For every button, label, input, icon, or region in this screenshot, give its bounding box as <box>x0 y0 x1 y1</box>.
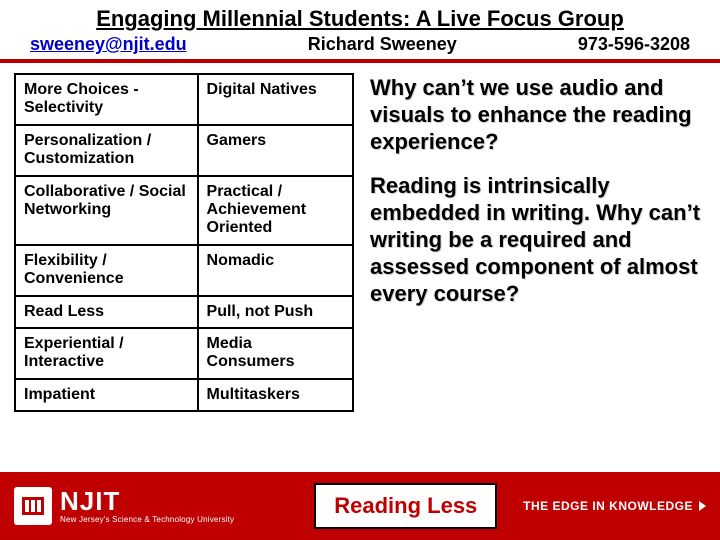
trait-cell: Nomadic <box>198 245 353 296</box>
trait-cell: Read Less <box>15 296 198 328</box>
njit-tagline: New Jersey's Science & Technology Univer… <box>60 516 234 524</box>
presenter-name: Richard Sweeney <box>308 34 457 55</box>
trait-cell: More Choices - Selectivity <box>15 74 198 125</box>
content-area: More Choices - SelectivityDigital Native… <box>0 63 720 472</box>
question-1: Why can’t we use audio and visuals to en… <box>370 75 706 155</box>
table-row: More Choices - SelectivityDigital Native… <box>15 74 353 125</box>
trait-cell: Impatient <box>15 379 198 411</box>
question-2: Reading is intrinsically embedded in wri… <box>370 173 706 307</box>
njit-mark-icon <box>14 487 52 525</box>
table-row: Personalization / CustomizationGamers <box>15 125 353 176</box>
traits-table-container: More Choices - SelectivityDigital Native… <box>14 73 354 466</box>
header: Engaging Millennial Students: A Live Foc… <box>0 0 720 63</box>
trait-cell: Personalization / Customization <box>15 125 198 176</box>
email-link[interactable]: sweeney@njit.edu <box>30 34 187 55</box>
callout-box: Reading Less <box>314 483 497 529</box>
questions-pane: Why can’t we use audio and visuals to en… <box>370 73 706 466</box>
trait-cell: Flexibility / Convenience <box>15 245 198 296</box>
footer-bar: NJIT New Jersey's Science & Technology U… <box>0 472 720 540</box>
edge-tagline: THE EDGE IN KNOWLEDGE <box>523 499 706 513</box>
table-row: Flexibility / ConvenienceNomadic <box>15 245 353 296</box>
triangle-icon <box>699 501 706 511</box>
njit-wordmark: NJIT <box>60 488 234 514</box>
table-row: Collaborative / Social NetworkingPractic… <box>15 176 353 245</box>
phone-number: 973-596-3208 <box>578 34 690 55</box>
table-row: Read LessPull, not Push <box>15 296 353 328</box>
trait-cell: Multitaskers <box>198 379 353 411</box>
trait-cell: Media Consumers <box>198 328 353 379</box>
trait-cell: Digital Natives <box>198 74 353 125</box>
trait-cell: Practical / Achievement Oriented <box>198 176 353 245</box>
edge-text: THE EDGE IN KNOWLEDGE <box>523 499 693 513</box>
trait-cell: Experiential / Interactive <box>15 328 198 379</box>
table-row: ImpatientMultitaskers <box>15 379 353 411</box>
trait-cell: Pull, not Push <box>198 296 353 328</box>
njit-logo: NJIT New Jersey's Science & Technology U… <box>14 487 234 525</box>
table-row: Experiential / InteractiveMedia Consumer… <box>15 328 353 379</box>
subheader: sweeney@njit.edu Richard Sweeney 973-596… <box>12 34 708 55</box>
traits-table: More Choices - SelectivityDigital Native… <box>14 73 354 412</box>
slide: Engaging Millennial Students: A Live Foc… <box>0 0 720 540</box>
trait-cell: Collaborative / Social Networking <box>15 176 198 245</box>
slide-title: Engaging Millennial Students: A Live Foc… <box>12 6 708 32</box>
trait-cell: Gamers <box>198 125 353 176</box>
njit-text: NJIT New Jersey's Science & Technology U… <box>60 488 234 524</box>
